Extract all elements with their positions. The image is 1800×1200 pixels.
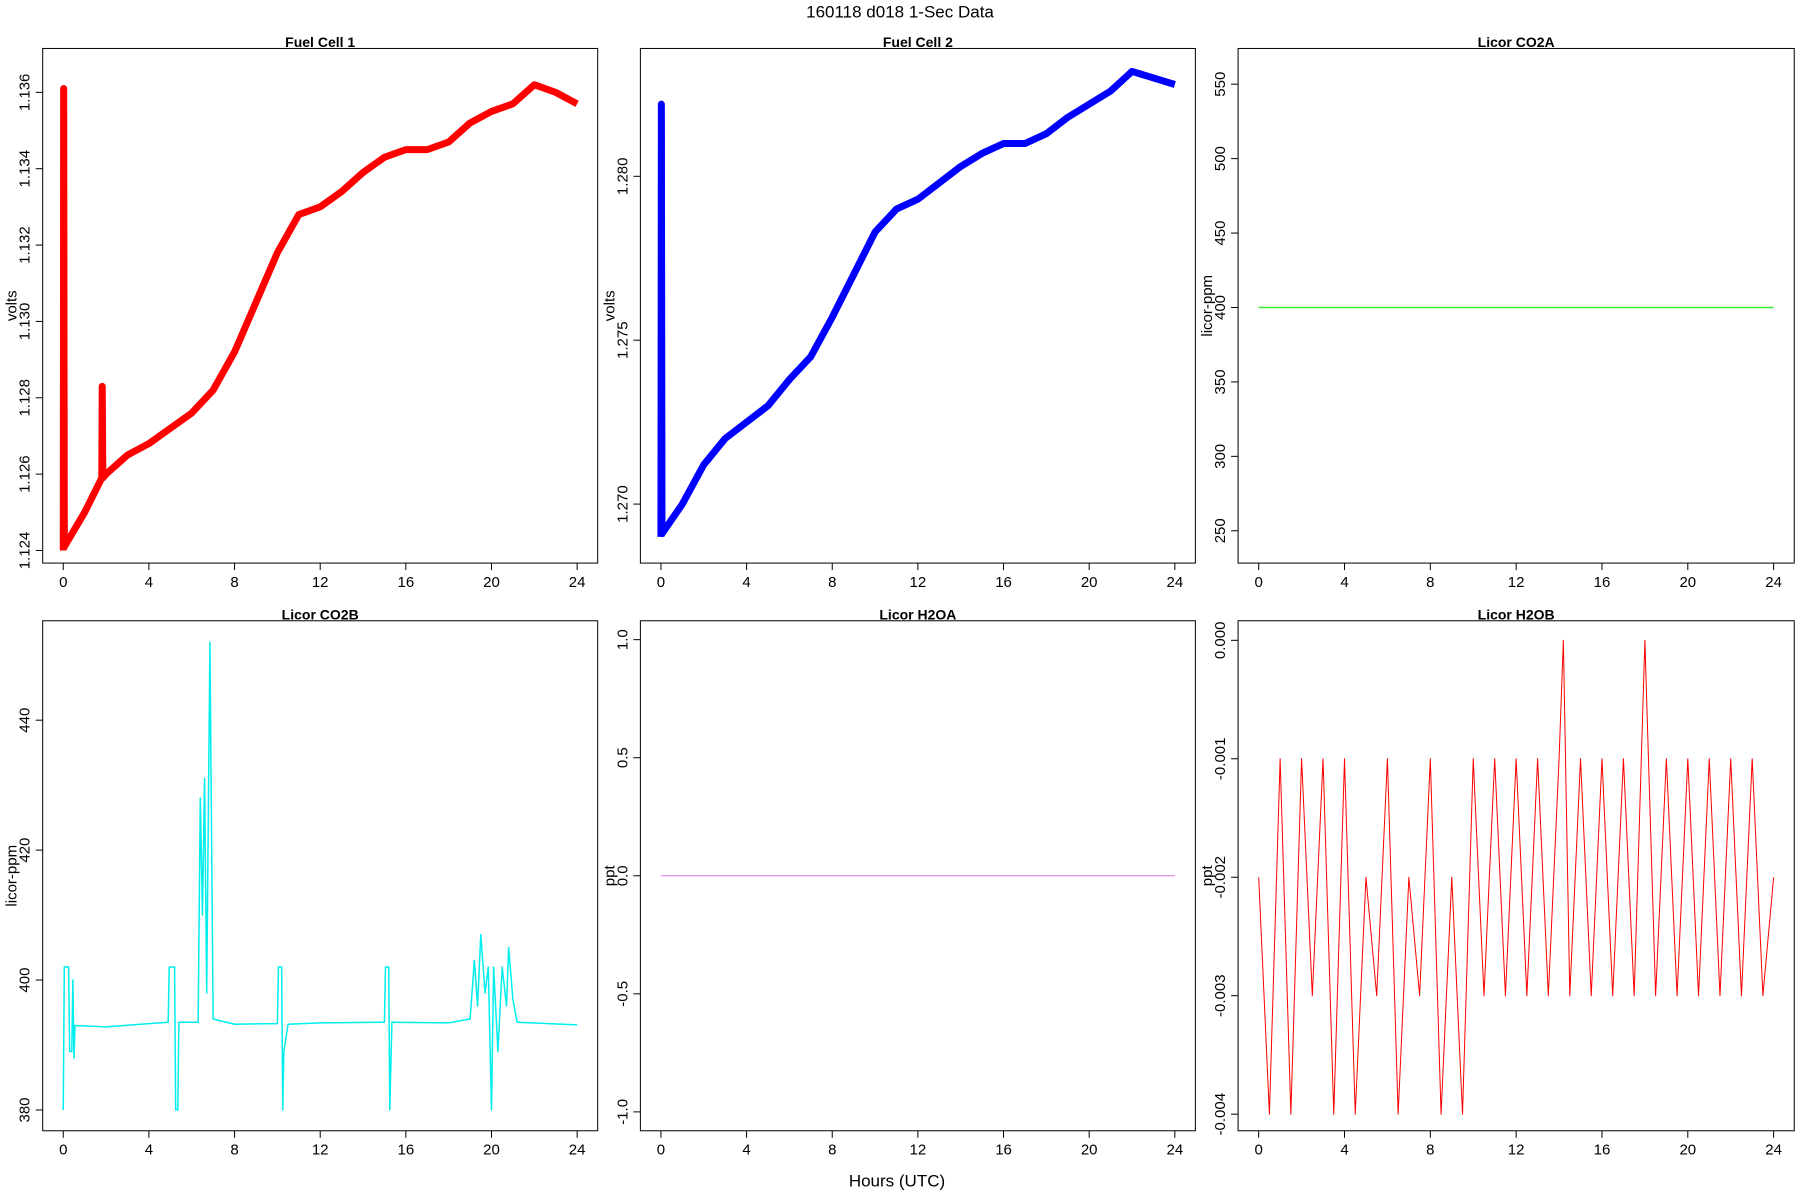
x-tick-label: 0 <box>59 574 67 591</box>
y-tick-label: -0.003 <box>1212 974 1229 1017</box>
y-tick-label: 450 <box>1212 221 1229 246</box>
y-tick-label: 300 <box>1212 444 1229 469</box>
panel-title: Licor CO2B <box>282 606 359 622</box>
x-tick-label: 12 <box>312 574 329 591</box>
y-tick-label: -0.004 <box>1212 1093 1229 1136</box>
y-tick-label: 1.0 <box>614 629 631 650</box>
y-tick-label: 1.280 <box>614 158 631 196</box>
x-tick-label: 12 <box>910 1142 927 1159</box>
y-tick-label: 1.124 <box>17 532 34 570</box>
plot-frame <box>42 620 599 1132</box>
plot-frame <box>639 47 1196 564</box>
y-tick-label: 420 <box>17 838 34 863</box>
x-tick-label: 24 <box>1166 1142 1183 1159</box>
x-axis-label: Hours (UTC) <box>849 1171 945 1190</box>
y-tick-label: 400 <box>1212 295 1229 320</box>
y-tick-label: -0.5 <box>614 981 631 1007</box>
y-tick-label: 400 <box>17 968 34 993</box>
x-tick-label: 24 <box>569 1142 586 1159</box>
x-tick-label: 20 <box>1679 574 1696 591</box>
x-tick-label: 0 <box>1255 574 1263 591</box>
x-tick-label: 24 <box>1765 574 1782 591</box>
x-tick-label: 12 <box>910 574 927 591</box>
y-tick-label: 0.0 <box>614 865 631 886</box>
x-tick-label: 12 <box>1508 574 1525 591</box>
x-tick-label: 24 <box>1765 1142 1782 1159</box>
y-tick-label: 0.5 <box>614 747 631 768</box>
x-tick-label: 8 <box>230 574 238 591</box>
y-tick-label: -0.002 <box>1212 856 1229 899</box>
plot-frame <box>1237 47 1795 564</box>
panel-title: Fuel Cell 1 <box>285 34 355 50</box>
plot-frame <box>42 47 599 564</box>
y-axis-label: ppt <box>601 865 618 887</box>
panel-title: Fuel Cell 2 <box>883 34 953 50</box>
x-tick-label: 16 <box>1594 574 1611 591</box>
x-tick-label: 8 <box>1426 574 1434 591</box>
y-tick-label: 1.132 <box>17 226 34 264</box>
figure-title: 160118 d018 1-Sec Data <box>806 2 994 21</box>
x-tick-label: 16 <box>1594 1142 1611 1159</box>
x-tick-label: 20 <box>483 574 500 591</box>
y-tick-label: 1.275 <box>614 321 631 359</box>
x-tick-label: 4 <box>145 574 153 591</box>
plot-frame <box>1237 620 1795 1132</box>
y-tick-label: 0.000 <box>1212 622 1229 660</box>
x-tick-label: 8 <box>828 574 836 591</box>
data-line <box>657 67 1176 538</box>
panel-title: Licor CO2A <box>1478 34 1555 50</box>
x-tick-label: 20 <box>483 1142 500 1159</box>
y-axis-label: volts <box>601 290 618 321</box>
y-tick-label: 440 <box>17 708 34 733</box>
x-tick-label: 16 <box>995 1142 1012 1159</box>
x-tick-label: 4 <box>1340 574 1348 591</box>
x-tick-label: 16 <box>397 1142 414 1159</box>
panel-title: Licor H2OA <box>879 606 956 622</box>
x-tick-label: 8 <box>230 1142 238 1159</box>
x-tick-label: 4 <box>1340 1142 1348 1159</box>
y-axis-label: volts <box>4 290 21 321</box>
y-tick-label: 250 <box>1212 518 1229 543</box>
x-tick-label: 20 <box>1081 574 1098 591</box>
x-tick-label: 0 <box>657 1142 665 1159</box>
x-tick-label: 24 <box>569 574 586 591</box>
x-tick-label: 12 <box>312 1142 329 1159</box>
x-tick-label: 16 <box>397 574 414 591</box>
x-tick-label: 20 <box>1081 1142 1098 1159</box>
y-tick-label: 550 <box>1212 72 1229 97</box>
data-line <box>59 81 579 551</box>
y-tick-label: 1.130 <box>17 303 34 341</box>
y-tick-label: 380 <box>17 1097 34 1122</box>
y-tick-label: 1.136 <box>17 74 34 112</box>
data-line <box>1258 639 1775 1115</box>
y-tick-label: 1.134 <box>17 150 34 188</box>
x-tick-label: 16 <box>995 574 1012 591</box>
y-axis-label: licor-ppm <box>4 845 21 907</box>
y-tick-label: 1.270 <box>614 485 631 523</box>
x-tick-label: 24 <box>1166 574 1183 591</box>
x-tick-label: 4 <box>742 1142 750 1159</box>
x-tick-label: 8 <box>828 1142 836 1159</box>
x-tick-label: 12 <box>1508 1142 1525 1159</box>
x-tick-label: 4 <box>742 574 750 591</box>
y-tick-label: -1.0 <box>614 1099 631 1125</box>
x-tick-label: 0 <box>657 574 665 591</box>
x-tick-label: 0 <box>1255 1142 1263 1159</box>
panel-title: Licor H2OB <box>1478 606 1555 622</box>
y-tick-label: 500 <box>1212 146 1229 171</box>
x-tick-label: 20 <box>1679 1142 1696 1159</box>
y-tick-label: 350 <box>1212 369 1229 394</box>
y-tick-label: -0.001 <box>1212 738 1229 781</box>
y-axis-label: licor-ppm <box>1199 275 1216 337</box>
data-line <box>62 641 578 1111</box>
y-axis-label: ppt <box>1199 865 1216 887</box>
y-tick-label: 1.128 <box>17 379 34 417</box>
x-tick-label: 8 <box>1426 1142 1434 1159</box>
x-tick-label: 4 <box>145 1142 153 1159</box>
x-tick-label: 0 <box>59 1142 67 1159</box>
y-tick-label: 1.126 <box>17 455 34 493</box>
